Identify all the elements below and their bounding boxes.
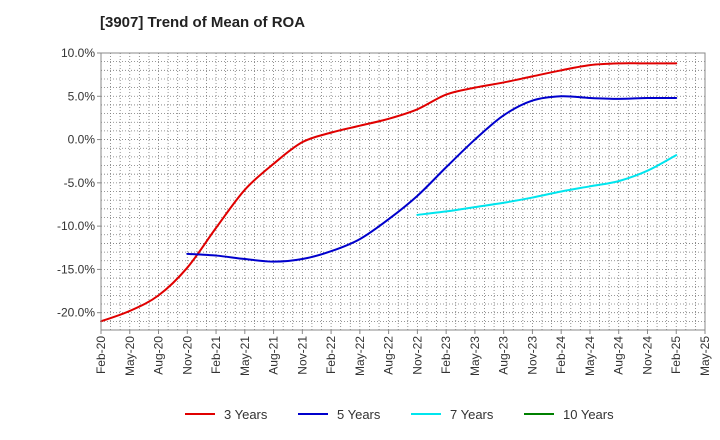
- x-tick-label: Aug-22: [382, 336, 396, 375]
- plot-frame: [100, 52, 706, 331]
- series-line-2: [186, 95, 678, 263]
- x-tick-label: Aug-23: [497, 336, 511, 375]
- x-tick-label: May-24: [583, 336, 597, 376]
- y-tick-label: -20.0%: [57, 306, 95, 320]
- x-tick-label: May-23: [468, 336, 482, 376]
- series-line-3: [416, 154, 678, 216]
- x-tick-label: Nov-23: [525, 336, 539, 375]
- chart-title: [3907] Trend of Mean of ROA: [100, 14, 305, 31]
- x-tick-label: May-21: [238, 336, 252, 376]
- y-tick-label: 5.0%: [68, 89, 96, 103]
- x-tick-label: Nov-21: [295, 336, 309, 375]
- x-tick-label: Aug-20: [152, 336, 166, 375]
- y-tick-label: -5.0%: [64, 176, 96, 190]
- x-tick-label: Feb-20: [94, 336, 108, 374]
- x-tick-label: Nov-24: [640, 336, 654, 375]
- y-tick-label: -10.0%: [57, 219, 95, 233]
- legend-label: 3 Years: [224, 407, 268, 422]
- series-line-1: [100, 62, 678, 323]
- y-tick-label: -15.0%: [57, 262, 95, 276]
- x-tick-label: Feb-25: [669, 336, 683, 374]
- y-tick-label: 10.0%: [61, 46, 95, 60]
- legend-label: 10 Years: [563, 407, 614, 422]
- x-axis-ticks: Feb-20 May-20 Aug-20 Nov-20 Feb-21 May-21 Aug-…: [94, 330, 712, 376]
- x-tick-label: Aug-21: [267, 336, 281, 375]
- grid-layer: [101, 53, 705, 331]
- x-tick-label: Nov-20: [180, 336, 194, 375]
- legend-label: 5 Years: [337, 407, 381, 422]
- x-tick-label: May-20: [123, 336, 137, 376]
- x-tick-label: Nov-22: [410, 336, 424, 375]
- x-tick-label: May-22: [353, 336, 367, 376]
- y-tick-label: 0.0%: [68, 133, 96, 147]
- x-tick-label: Aug-24: [612, 336, 626, 375]
- x-tick-label: Feb-22: [324, 336, 338, 374]
- y-axis-ticks: 10.0% 5.0% 0.0% -5.0% -10.0% -15.0% -20.0%: [57, 46, 101, 320]
- series-layer: [100, 62, 678, 323]
- legend-label: 7 Years: [450, 407, 494, 422]
- x-tick-label: May-25: [698, 336, 712, 376]
- x-tick-label: Feb-23: [439, 336, 453, 374]
- x-tick-label: Feb-21: [209, 336, 223, 374]
- x-tick-label: Feb-24: [554, 336, 568, 374]
- legend: 3 Years 5 Years 7 Years 10 Years: [185, 407, 614, 422]
